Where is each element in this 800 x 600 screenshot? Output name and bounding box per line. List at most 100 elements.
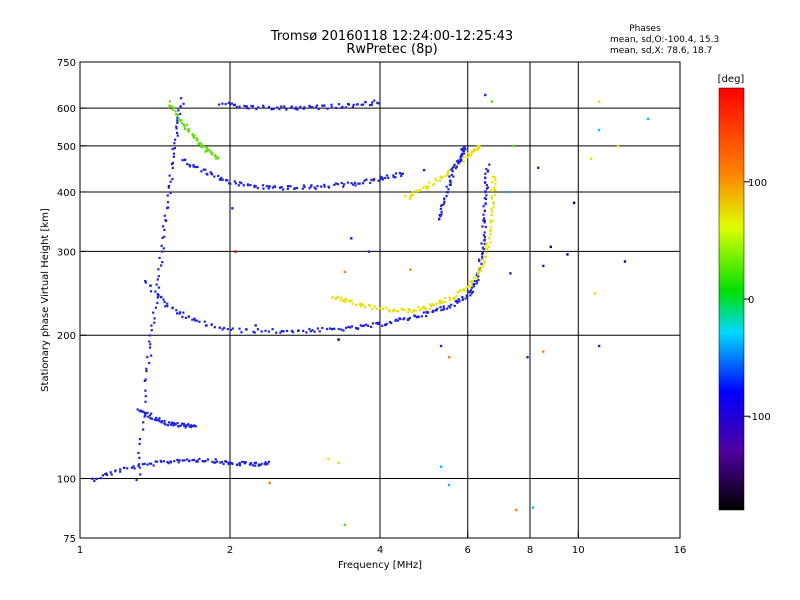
trace-point [149, 417, 152, 420]
trace-point [377, 102, 380, 105]
trace-point [441, 301, 444, 304]
trace-point [438, 299, 441, 302]
trace-point [492, 201, 495, 204]
trace-point [170, 105, 173, 108]
trace-point [331, 296, 334, 299]
trace-point [415, 316, 418, 319]
trace-point [189, 426, 193, 429]
trace-point [157, 286, 161, 289]
trace-point [438, 218, 441, 221]
trace-point [470, 151, 473, 154]
trace-point [489, 219, 492, 222]
y-tick-label: 100 [57, 475, 76, 486]
trace-point [379, 307, 382, 310]
trace-point [155, 419, 158, 422]
trace-point [189, 424, 192, 427]
trace-point [279, 186, 282, 189]
trace-point [240, 331, 243, 334]
trace-point [481, 258, 485, 261]
trace-point [333, 183, 336, 186]
trace-point [436, 307, 439, 310]
trace-point [246, 183, 249, 186]
trace-point [358, 303, 361, 306]
trace-point [264, 329, 267, 332]
trace-point [185, 123, 188, 127]
trace-point [144, 400, 147, 403]
trace-point [185, 458, 189, 461]
trace-point [193, 424, 196, 427]
trace-point [183, 424, 186, 427]
trace-point [476, 149, 479, 152]
trace-point [156, 278, 159, 281]
trace-point [457, 298, 460, 301]
trace-point [380, 175, 383, 178]
trace-point [463, 146, 466, 149]
trace-point [138, 438, 142, 441]
trace-point [160, 421, 163, 424]
trace-point [206, 173, 209, 176]
trace-point [110, 473, 113, 476]
trace-point [219, 461, 222, 464]
trace-point [478, 260, 481, 263]
trace-point [481, 246, 484, 249]
trace-point [492, 205, 495, 208]
trace-point [455, 160, 459, 163]
trace-point [209, 171, 212, 174]
trace-point [256, 187, 259, 190]
trace-point [342, 299, 345, 302]
trace-point [270, 108, 273, 111]
trace-point [481, 251, 484, 254]
trace-point [435, 179, 438, 183]
trace-point [489, 225, 493, 228]
trace-point [469, 280, 473, 283]
trace-point [91, 477, 94, 480]
trace-point [407, 317, 410, 321]
trace-point [462, 289, 465, 292]
trace-point [253, 185, 256, 189]
scatter-point [337, 461, 340, 464]
trace-point [247, 107, 250, 110]
trace-point [452, 165, 455, 168]
trace-point [359, 324, 362, 327]
scatter-point [509, 272, 512, 275]
trace-point [186, 162, 189, 166]
trace-point [146, 415, 149, 418]
trace-point [214, 458, 217, 461]
trace-point [149, 346, 152, 349]
trace-point [174, 422, 177, 426]
scatter-point [327, 457, 330, 461]
trace-point [169, 460, 172, 463]
scatter-point [350, 237, 353, 240]
trace-2 [144, 163, 491, 334]
trace-8 [135, 97, 185, 482]
trace-point [195, 319, 198, 322]
trace-point [157, 294, 160, 297]
trace-5 [404, 145, 481, 200]
trace-point [238, 327, 241, 330]
trace-point [321, 326, 324, 330]
trace-point [153, 317, 156, 320]
trace-point [428, 181, 431, 184]
trace-point [489, 233, 492, 236]
trace-point [482, 264, 485, 267]
trace-point [245, 328, 248, 331]
trace-point [238, 462, 241, 465]
trace-point [213, 175, 216, 178]
trace-point [282, 188, 285, 191]
trace-point [289, 185, 292, 188]
trace-point [157, 268, 160, 271]
colorbar-ticks: 100 0 -100 [744, 178, 771, 423]
trace-point [135, 478, 138, 482]
scatter-point [506, 190, 509, 194]
trace-point [243, 461, 246, 464]
trace-point [254, 185, 257, 188]
trace-point [335, 296, 338, 300]
trace-point [445, 195, 448, 198]
trace-point [439, 302, 442, 305]
trace-point [484, 247, 487, 250]
trace-point [429, 303, 432, 306]
trace-point [130, 466, 134, 469]
trace-point [245, 106, 248, 109]
trace-point [401, 172, 404, 175]
trace-point [466, 295, 469, 298]
